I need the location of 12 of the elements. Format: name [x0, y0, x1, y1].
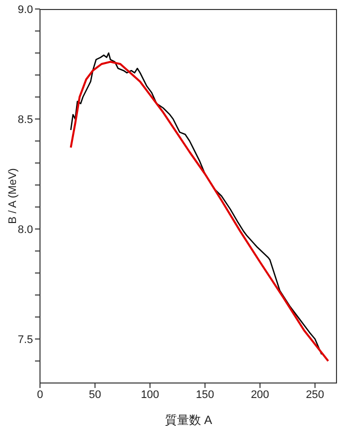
y-tick-label: 8.0 — [18, 224, 33, 236]
y-tick-label: 7.5 — [18, 334, 33, 346]
y-tick-label: 8.5 — [18, 114, 33, 126]
x-tick-label: 200 — [250, 388, 270, 401]
x-tick-label: 100 — [140, 388, 160, 401]
x-tick-label: 50 — [88, 388, 102, 401]
x-tick-label: 250 — [306, 388, 324, 401]
y-tick-label: 9.0 — [18, 4, 33, 16]
x-tick-label: 150 — [196, 388, 214, 401]
x-axis-title: 質量数 A — [164, 413, 212, 426]
y-axis-title: B / A (MeV) — [6, 168, 19, 224]
x-tick-label: 0 — [36, 388, 44, 401]
